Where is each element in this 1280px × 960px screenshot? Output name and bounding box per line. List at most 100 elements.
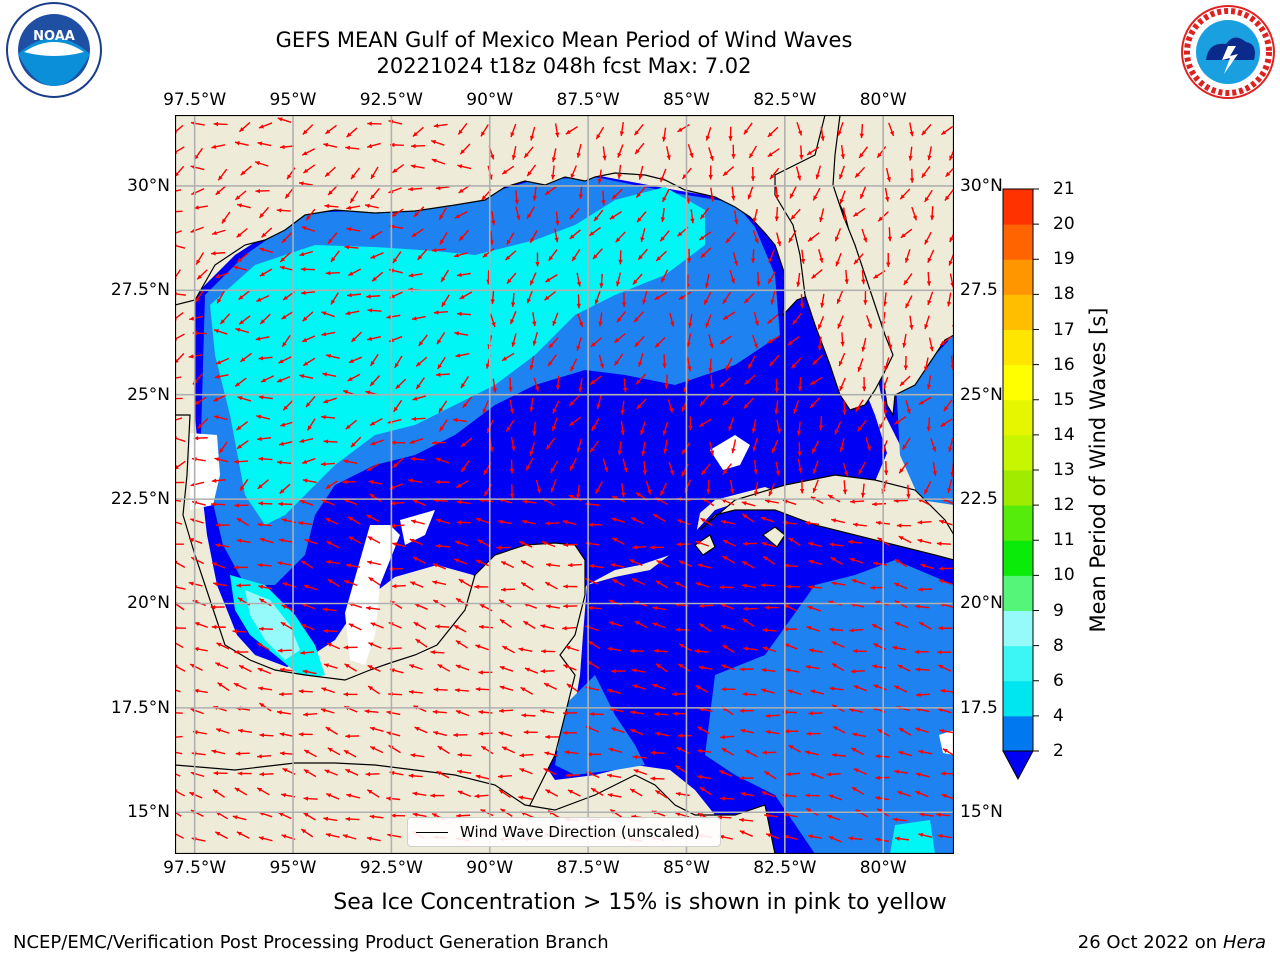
wind-arrow-head [548, 361, 553, 367]
wind-arrow-head [327, 747, 333, 753]
wind-arrow-head [915, 727, 921, 732]
wind-arrow-head [812, 487, 817, 493]
wind-arrow-head [899, 381, 905, 386]
wind-arrow-head [323, 816, 329, 822]
wind-arrow-head [744, 379, 750, 385]
wind-arrow-head [408, 773, 414, 779]
wind-arrow-head [812, 468, 818, 474]
wind-arrow-head [852, 732, 858, 737]
colorbar-level-label: 16 [1053, 354, 1075, 375]
lon-tick-top: 87.5°W [556, 90, 620, 110]
map-legend: Wind Wave Direction (unscaled) [407, 817, 721, 847]
wind-arrow-head [808, 711, 814, 716]
wind-arrow-head [439, 214, 444, 220]
wind-arrow-head [285, 193, 290, 199]
wind-arrow-head [612, 496, 618, 501]
wind-arrow-head [287, 174, 292, 180]
wind-arrow-head [280, 422, 286, 427]
wind-arrow-head [545, 277, 551, 282]
wind-arrow-head [505, 255, 511, 261]
wind-arrow-head [456, 483, 462, 488]
wind-arrow-head [853, 212, 859, 217]
wind-arrow-head [456, 813, 461, 818]
wind-arrow-head [346, 132, 352, 138]
wind-arrow-head [937, 707, 943, 713]
wind-arrow-head [931, 446, 937, 452]
lon-tick-bottom: 97.5°W [163, 858, 227, 878]
wind-arrow-head [709, 450, 715, 456]
wind-arrow-head [278, 501, 283, 507]
wind-arrow-head [894, 769, 900, 774]
wind-arrow-head [499, 685, 505, 690]
wind-arrow-head [725, 365, 730, 371]
wind-arrow-shaft [175, 772, 181, 777]
wind-arrow-head [862, 386, 867, 392]
wind-arrow-head [912, 215, 917, 221]
wind-arrow-head [849, 557, 855, 563]
wind-arrow-head [918, 832, 924, 838]
wind-arrow-head [764, 499, 770, 504]
colorbar-segment [1003, 645, 1033, 682]
wind-arrow-head [926, 384, 932, 390]
wind-arrow-head [545, 604, 551, 609]
wind-arrow-head [721, 748, 727, 753]
footer-host: Hera [1222, 932, 1266, 953]
wind-arrow-head [498, 519, 503, 525]
wind-arrow-head [689, 152, 694, 158]
wind-arrow-head [489, 240, 494, 245]
wind-arrow-head [730, 278, 735, 284]
wind-arrow-head [325, 832, 331, 838]
wind-arrow-head [654, 711, 659, 717]
wind-arrow-head [806, 808, 812, 813]
wind-arrow-head [674, 582, 680, 586]
colorbar-segment [1003, 505, 1033, 541]
wind-arrow-shaft [175, 210, 183, 213]
wind-arrow-head [860, 492, 866, 498]
wind-arrow-head [368, 577, 374, 582]
wind-arrow-head [214, 329, 219, 334]
wind-arrow-head [617, 174, 622, 179]
wind-arrow-head [751, 258, 756, 264]
wind-arrow-head [883, 410, 888, 415]
map-gridlines [175, 115, 954, 854]
wind-arrow-head [672, 711, 678, 716]
wind-arrow-head [720, 624, 726, 630]
wind-arrow-head [189, 792, 195, 797]
wind-arrow-head [771, 448, 776, 454]
wind-arrow-head [894, 685, 900, 690]
zone-cyan-east [890, 820, 935, 854]
wind-arrow-head [370, 254, 376, 259]
wind-arrow-head [887, 344, 893, 350]
wind-arrow-head [887, 236, 893, 242]
wind-arrow-head [368, 686, 374, 691]
wind-arrow-head [607, 773, 612, 778]
wind-arrow-head [432, 440, 437, 446]
footer-branch: NCEP/EMC/Verification Post Processing Pr… [13, 932, 609, 953]
wind-arrow-head [675, 627, 681, 632]
wind-arrow-head [700, 214, 705, 220]
wind-arrow-head [699, 235, 705, 240]
wind-arrow-head [764, 771, 770, 776]
wind-arrow-head [330, 257, 336, 263]
wind-arrow-head [705, 322, 710, 328]
wind-arrow-head [345, 424, 351, 430]
wind-arrow-head [837, 130, 842, 136]
wind-arrow-head [733, 260, 739, 266]
wind-arrow-head [460, 383, 466, 389]
wind-arrow-head [391, 583, 397, 589]
wind-arrow-head [949, 237, 954, 243]
wind-arrow-head [906, 494, 911, 499]
lat-tick-left: 25°N [127, 384, 170, 405]
wind-arrow-head [839, 385, 844, 391]
wind-arrow-head [704, 299, 709, 305]
wind-arrow-head [453, 732, 458, 738]
wind-arrow-head [386, 314, 392, 320]
wind-arrow-head [565, 645, 571, 650]
lat-tick-left: 30°N [127, 175, 170, 196]
wind-arrow-head [699, 787, 705, 792]
wind-arrow-head [516, 215, 521, 221]
wind-arrow-head [897, 665, 903, 669]
wind-arrow-head [497, 774, 503, 779]
wind-arrow-head [299, 252, 305, 257]
wind-arrow-head [811, 273, 817, 279]
